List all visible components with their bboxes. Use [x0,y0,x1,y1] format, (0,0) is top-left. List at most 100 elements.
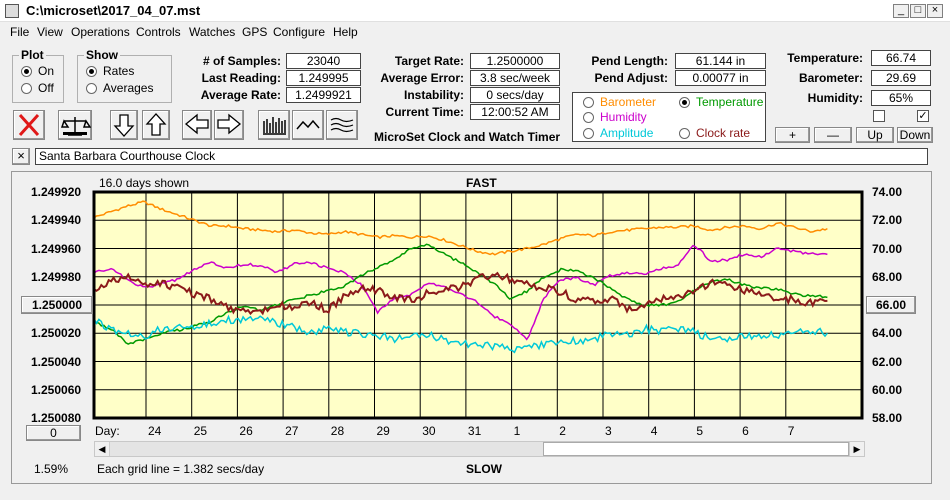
show-averages-radio[interactable] [86,83,97,94]
menu-file[interactable]: File [10,25,30,39]
clock-name-close-button[interactable]: × [12,148,30,165]
multi-wave-icon [330,117,354,133]
sensor-select-box: Barometer Temperature Humidity Amplitude… [572,92,766,142]
arrow-up-icon [145,113,167,136]
y-left-tick-label: 1.250060 [31,382,82,397]
amplitude-radio[interactable] [583,128,594,139]
plot-off-radio[interactable] [21,83,32,94]
x-tick-label: 2 [559,424,566,438]
menu-operations[interactable]: Operations [71,25,130,39]
plot-off-label: Off [38,81,54,95]
offset-button[interactable]: 0 [26,425,81,441]
y-right-tick-label: 60.00 [872,382,903,397]
y-left-tick-label: 1.250080 [31,411,82,425]
clock-rate-radio[interactable] [679,128,690,139]
pend-length-value: 61.144 in [675,53,766,69]
average-error-label: Average Error: [380,71,464,85]
x-tick-label: 3 [605,424,612,438]
clock-rate-option-label: Clock rate [696,126,751,140]
plot-group-title: Plot [19,48,46,62]
grid-note: Each grid line = 1.382 secs/day [97,462,265,476]
menu-watches[interactable]: Watches [189,25,236,39]
line-graph-icon [296,119,320,130]
temperature-value: 66.74 [871,50,931,66]
pend-adjust-label: Pend Adjust: [594,71,668,85]
arrow-left-icon [184,113,209,135]
plus-button[interactable]: + [775,127,810,143]
instability-label: Instability: [403,88,464,102]
x-tick-label: 1 [513,424,521,438]
bar-view-button[interactable] [258,110,290,140]
menu-gps[interactable]: GPS [242,25,268,39]
x-tick-label: 29 [376,424,390,438]
arrow-right-button[interactable] [214,110,244,140]
x-tick-label: 4 [650,424,658,438]
horizontal-scrollbar[interactable]: ◀ ▶ [94,441,865,457]
checkbox-1[interactable] [873,110,885,122]
minus-button[interactable]: — [814,127,852,143]
rate-center-button[interactable]: 1.250000 [21,296,93,314]
show-rates-label: Rates [103,64,135,78]
x-tick-label: 25 [193,424,208,438]
x-tick-label: 30 [422,424,436,438]
average-rate-value: 1.2499921 [286,87,361,103]
close-window-button[interactable]: × [927,4,943,18]
last-reading-value: 1.249995 [286,70,361,86]
fast-label: FAST [466,176,497,190]
humidity-radio[interactable] [583,112,594,123]
y-left-tick-label: 1.250040 [31,354,82,369]
pend-adjust-value: 0.00077 in [675,70,766,86]
menu-view[interactable]: View [37,25,63,39]
scrollbar-thumb[interactable] [543,442,849,456]
checkbox-2[interactable]: ✓ [917,110,929,122]
barometer-radio[interactable] [583,97,594,108]
title-bar: C:\microset\2017_04_07.mst _ □ × [0,0,950,22]
arrow-up-button[interactable] [142,110,170,140]
scroll-right-arrow-icon[interactable]: ▶ [849,442,864,456]
clear-button[interactable] [13,110,45,140]
up-button[interactable]: Up [856,127,894,143]
y-left-tick-label: 1.249960 [31,241,82,256]
menu-configure[interactable]: Configure [273,25,326,39]
x-tick-label: 31 [467,424,482,438]
red-x-icon [18,113,40,137]
target-rate-label: Target Rate: [394,54,464,68]
y-left-tick-label: 1.249980 [31,269,82,284]
y-right-tick-label: 68.00 [872,269,903,284]
show-rates-radio[interactable] [86,66,97,77]
arrow-down-button[interactable] [110,110,138,140]
menu-controls[interactable]: Controls [136,25,181,39]
barometer-value: 29.69 [871,70,931,86]
y-left-tick-label: 1.249920 [31,185,82,199]
current-time-label: Current Time: [385,105,464,119]
menu-help[interactable]: Help [333,25,358,39]
current-time-value: 12:00:52 AM [470,104,560,120]
y-right-tick-label: 62.00 [872,354,903,369]
barometer-option-label: Barometer [600,95,657,109]
plot-on-radio[interactable] [21,66,32,77]
percent-readout: 1.59% [34,462,69,476]
barometer-label: Barometer: [798,71,863,85]
humidity-label: Humidity: [807,91,863,105]
plot-border [92,190,864,420]
line-view-button[interactable] [292,110,324,140]
slow-label: SLOW [466,462,502,476]
x-tick-label: 28 [330,424,345,438]
arrow-left-button[interactable] [182,110,212,140]
balance-button[interactable] [58,110,92,140]
plot-group: Plot On Off [12,48,64,103]
series-line-1 [93,244,828,341]
temperature-radio[interactable] [679,97,690,108]
temperature-option-label: Temperature [696,95,764,109]
series-line-0 [93,200,828,256]
temp-center-button[interactable]: 66.00 [866,296,916,314]
down-button[interactable]: Down [897,127,933,143]
instability-value: 0 secs/day [470,87,560,103]
wave-view-button[interactable] [326,110,358,140]
minimize-button[interactable]: _ [893,4,909,18]
clock-name-field[interactable]: Santa Barbara Courthouse Clock [35,148,928,165]
average-rate-label: Average Rate: [200,88,281,102]
maximize-button[interactable]: □ [910,4,926,18]
scroll-left-arrow-icon[interactable]: ◀ [95,442,110,456]
amplitude-option-label: Amplitude [600,126,654,140]
